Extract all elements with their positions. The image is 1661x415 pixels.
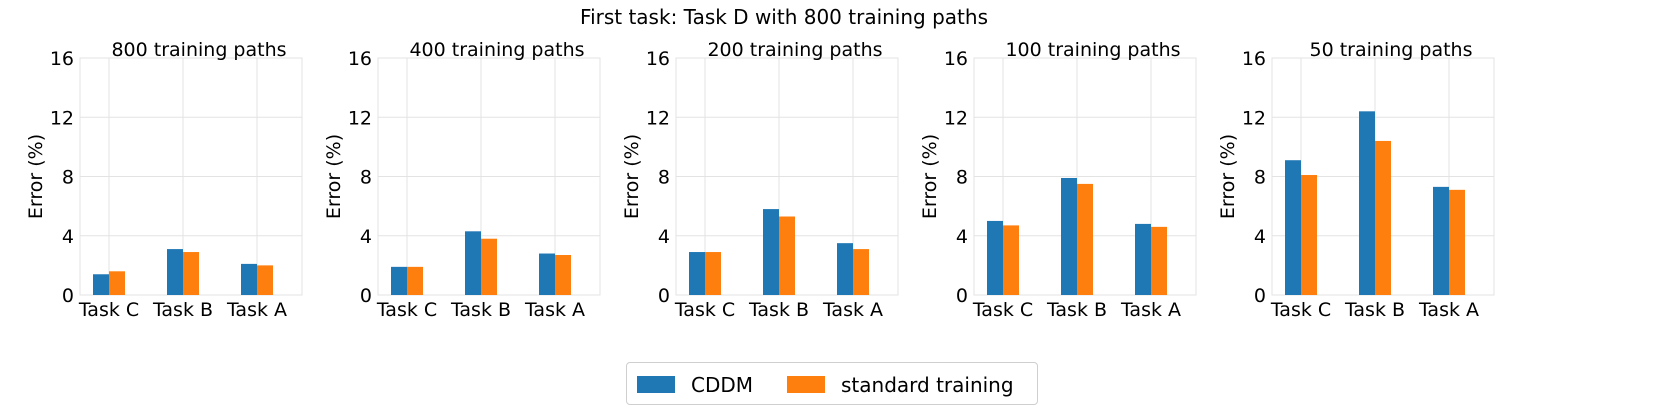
- bar-cddm-task-b: [1359, 111, 1375, 295]
- chart-title: 100 training paths: [1005, 39, 1180, 61]
- x-tick-label: Task C: [674, 299, 735, 321]
- y-tick-label: 0: [658, 285, 670, 307]
- legend: CDDM standard training: [626, 362, 1038, 405]
- bar-standard-task-b: [1375, 140, 1391, 295]
- bar-standard-task-b: [481, 238, 497, 295]
- bar-cddm-task-b: [465, 231, 481, 295]
- bar-standard-task-c: [109, 271, 125, 295]
- x-tick-label: Task B: [450, 299, 511, 321]
- bar-cddm-task-a: [837, 243, 853, 295]
- bar-standard-task-b: [779, 216, 795, 295]
- bar-standard-task-c: [1003, 225, 1019, 295]
- y-tick-label: 12: [646, 107, 670, 129]
- y-tick-label: 16: [348, 48, 372, 70]
- legend-item-standard: standard training: [787, 363, 1014, 406]
- y-tick-label: 0: [956, 285, 968, 307]
- y-tick-label: 8: [956, 167, 968, 189]
- bar-cddm-task-c: [93, 274, 109, 295]
- y-tick-label: 16: [646, 48, 670, 70]
- chart-1: 0 4 8 12 16 Task C Task B Task A Error (%) 800 tr…: [25, 39, 303, 321]
- x-tick-label: Task B: [1344, 299, 1405, 321]
- x-tick-label: Task C: [376, 299, 437, 321]
- x-tick-label: Task C: [78, 299, 139, 321]
- x-tick-label: Task A: [822, 299, 883, 321]
- bar-standard-task-c: [407, 266, 423, 295]
- bar-cddm-task-a: [1135, 223, 1151, 295]
- bar-standard-task-c: [1301, 175, 1317, 295]
- bar-cddm-task-c: [689, 252, 705, 295]
- bar-standard-task-c: [705, 252, 721, 295]
- x-tick-label: Task B: [748, 299, 809, 321]
- chart-title: 400 training paths: [409, 39, 584, 61]
- bar-standard-task-a: [257, 265, 273, 295]
- bar-cddm-task-b: [763, 209, 779, 295]
- legend-item-cddm: CDDM: [637, 363, 753, 406]
- y-tick-label: 0: [1254, 285, 1266, 307]
- bar-standard-task-a: [853, 249, 869, 295]
- y-tick-label: 16: [1242, 48, 1266, 70]
- x-tick-label: Task B: [152, 299, 213, 321]
- y-tick-label: 16: [944, 48, 968, 70]
- y-tick-label: 4: [62, 226, 74, 248]
- bar-cddm-task-b: [1061, 177, 1077, 295]
- bar-cddm-task-c: [391, 266, 407, 295]
- bar-cddm-task-a: [241, 263, 257, 295]
- chart-title: 800 training paths: [111, 39, 286, 61]
- y-axis-label: Error (%): [919, 134, 941, 219]
- x-tick-label: Task A: [1120, 299, 1181, 321]
- y-tick-label: 8: [62, 167, 74, 189]
- x-tick-label: Task C: [972, 299, 1033, 321]
- bar-cddm-task-b: [167, 249, 183, 295]
- chart-3: 0 4 8 12 16 Task C Task B Task A Error (%) 200 tr…: [621, 39, 899, 321]
- y-tick-label: 16: [50, 48, 74, 70]
- legend-swatch-standard: [787, 376, 825, 393]
- y-axis-label: Error (%): [621, 134, 643, 219]
- x-tick-label: Task A: [1418, 299, 1479, 321]
- y-axis-label: Error (%): [1217, 134, 1239, 219]
- x-tick-label: Task A: [524, 299, 585, 321]
- x-tick-label: Task A: [226, 299, 287, 321]
- y-tick-label: 8: [360, 167, 372, 189]
- legend-swatch-cddm: [637, 376, 675, 393]
- bar-cddm-task-c: [987, 220, 1003, 295]
- bar-standard-task-a: [555, 255, 571, 295]
- bar-standard-task-a: [1449, 189, 1465, 295]
- y-tick-label: 0: [62, 285, 74, 307]
- bar-standard-task-a: [1151, 226, 1167, 295]
- bar-cddm-task-a: [539, 253, 555, 295]
- bar-standard-task-b: [183, 252, 199, 295]
- bar-cddm-task-a: [1433, 186, 1449, 295]
- chart-4: 0 4 8 12 16 Task C Task B Task A Error (%) 100 tr…: [919, 39, 1197, 321]
- chart-title: 200 training paths: [707, 39, 882, 61]
- y-tick-label: 4: [956, 226, 968, 248]
- chart-5: 0 4 8 12 16 Task C Task B Task A Error (%) 50 tra…: [1217, 39, 1495, 321]
- y-tick-label: 0: [360, 285, 372, 307]
- y-axis-label: Error (%): [25, 134, 47, 219]
- y-tick-label: 8: [1254, 167, 1266, 189]
- x-tick-label: Task B: [1046, 299, 1107, 321]
- legend-label-standard: standard training: [841, 372, 1014, 397]
- y-tick-label: 8: [658, 167, 670, 189]
- chart-title: 50 training paths: [1310, 39, 1473, 61]
- legend-label-cddm: CDDM: [691, 372, 754, 397]
- y-tick-label: 12: [348, 107, 372, 129]
- bar-standard-task-b: [1077, 183, 1093, 295]
- y-tick-label: 4: [360, 226, 372, 248]
- x-tick-label: Task C: [1270, 299, 1331, 321]
- y-tick-label: 4: [1254, 226, 1266, 248]
- figure-title: First task: Task D with 800 training pat…: [580, 5, 988, 29]
- y-tick-label: 12: [50, 107, 74, 129]
- bar-cddm-task-c: [1285, 160, 1301, 295]
- y-axis-label: Error (%): [323, 134, 345, 219]
- y-tick-label: 4: [658, 226, 670, 248]
- y-tick-label: 12: [1242, 107, 1266, 129]
- chart-2: 0 4 8 12 16 Task C Task B Task A Error (%) 400 tr…: [323, 39, 601, 321]
- y-tick-label: 12: [944, 107, 968, 129]
